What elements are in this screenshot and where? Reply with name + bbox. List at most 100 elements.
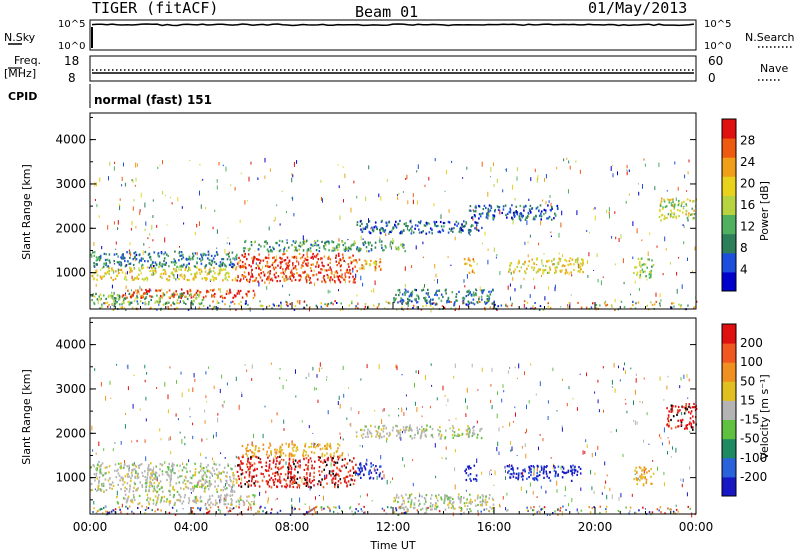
- scatter-echo: [140, 271, 142, 275]
- echo-region-cell: [123, 257, 126, 260]
- echo-region-cell: [341, 465, 343, 468]
- ground-scatter: [113, 305, 115, 308]
- echo-region-cell: [247, 483, 250, 486]
- ground-scatter: [530, 507, 532, 510]
- echo-region-cell: [244, 247, 246, 250]
- echo-region-cell: [260, 472, 263, 475]
- colorbar-swatch: [722, 233, 736, 254]
- echo-region-cell: [481, 226, 483, 229]
- echo-region-cell: [162, 272, 165, 275]
- scatter-echo: [285, 461, 287, 465]
- echo-region-cell: [278, 239, 281, 242]
- echo-region-cell: [167, 254, 170, 258]
- echo-region-cell: [371, 226, 373, 229]
- echo-region-cell: [318, 465, 321, 469]
- echo-region-cell: [234, 277, 237, 280]
- scatter-echo: [401, 374, 403, 376]
- echo-region-cell: [134, 464, 137, 467]
- echo-region-cell: [303, 260, 305, 263]
- echo-region-cell: [394, 299, 396, 302]
- echo-region-cell: [378, 475, 381, 478]
- echo-region-cell: [667, 417, 669, 420]
- echo-region-cell: [428, 301, 431, 304]
- scatter-echo: [264, 157, 266, 163]
- scatter-echo: [227, 237, 229, 239]
- echo-region-cell: [308, 480, 311, 483]
- ground-scatter: [497, 305, 499, 308]
- echo-region-cell: [508, 268, 511, 271]
- echo-region-cell: [333, 486, 336, 489]
- scatter-echo: [400, 436, 402, 441]
- ground-scatter: [320, 305, 322, 308]
- scatter-echo: [618, 365, 619, 369]
- scatter-echo: [654, 186, 656, 191]
- scatter-echo: [183, 222, 185, 225]
- echo-region-cell: [536, 475, 538, 478]
- echo-region-cell: [184, 494, 186, 497]
- scatter-echo: [503, 390, 505, 393]
- scatter-echo: [244, 200, 246, 205]
- echo-region-cell: [306, 481, 308, 484]
- ground-scatter: [651, 511, 654, 514]
- echo-region-cell: [114, 463, 117, 466]
- echo-region-cell: [247, 443, 249, 446]
- echo-region-cell: [128, 475, 131, 478]
- echo-region-cell: [192, 255, 195, 258]
- ground-scatter: [637, 301, 640, 304]
- echo-region-cell: [294, 480, 296, 483]
- ground-scatter: [99, 307, 101, 310]
- scatter-echo: [101, 246, 103, 250]
- echo-region-cell: [490, 290, 492, 293]
- echo-region-cell: [166, 471, 169, 474]
- echo-region-cell: [644, 270, 646, 273]
- echo-region-cell: [181, 292, 184, 295]
- echo-region-cell: [131, 278, 134, 282]
- echo-region-cell: [478, 204, 480, 208]
- ground-scatter: [110, 510, 113, 513]
- echo-region-cell: [104, 478, 107, 481]
- echo-region-cell: [461, 223, 463, 226]
- echo-region-cell: [405, 222, 407, 225]
- echo-region-cell: [351, 479, 353, 482]
- echo-region-cell: [349, 268, 351, 272]
- echo-region-cell: [303, 458, 305, 461]
- scatter-echo: [192, 387, 194, 393]
- scatter-echo: [274, 216, 276, 221]
- echo-region-cell: [258, 461, 260, 464]
- echo-region-cell: [99, 255, 102, 258]
- echo-region-cell: [566, 271, 569, 274]
- echo-region-cell: [291, 442, 294, 445]
- ground-scatter: [653, 303, 656, 306]
- scatter-echo: [534, 285, 536, 290]
- echo-region-cell: [680, 423, 683, 426]
- echo-region-cell: [546, 475, 548, 478]
- ground-scatter: [255, 512, 257, 515]
- echo-region-cell: [305, 258, 308, 261]
- echo-region-cell: [376, 227, 378, 230]
- echo-region-cell: [551, 205, 553, 209]
- scatter-echo: [606, 494, 608, 500]
- echo-region-cell: [356, 261, 358, 264]
- echo-region-cell: [381, 477, 383, 480]
- scatter-echo: [466, 405, 468, 410]
- echo-region-cell: [180, 288, 183, 291]
- echo-region-cell: [196, 293, 199, 296]
- echo-region-cell: [91, 488, 93, 492]
- ground-scatter: [330, 301, 333, 304]
- echo-region-cell: [244, 255, 247, 258]
- echo-region-cell: [317, 265, 320, 268]
- echo-region-cell: [174, 259, 176, 262]
- echo-region-cell: [173, 293, 176, 296]
- echo-region-cell: [165, 500, 168, 503]
- scatter-echo: [219, 288, 221, 293]
- echo-region-cell: [306, 476, 308, 479]
- ground-scatter: [585, 306, 588, 309]
- ground-scatter: [217, 506, 219, 508]
- echo-region-cell: [188, 255, 191, 258]
- echo-region-cell: [280, 257, 282, 260]
- ground-scatter: [387, 301, 390, 304]
- echo-region-cell: [345, 466, 347, 469]
- scatter-echo: [360, 235, 362, 241]
- echo-region-cell: [160, 486, 162, 489]
- scatter-echo: [304, 240, 306, 242]
